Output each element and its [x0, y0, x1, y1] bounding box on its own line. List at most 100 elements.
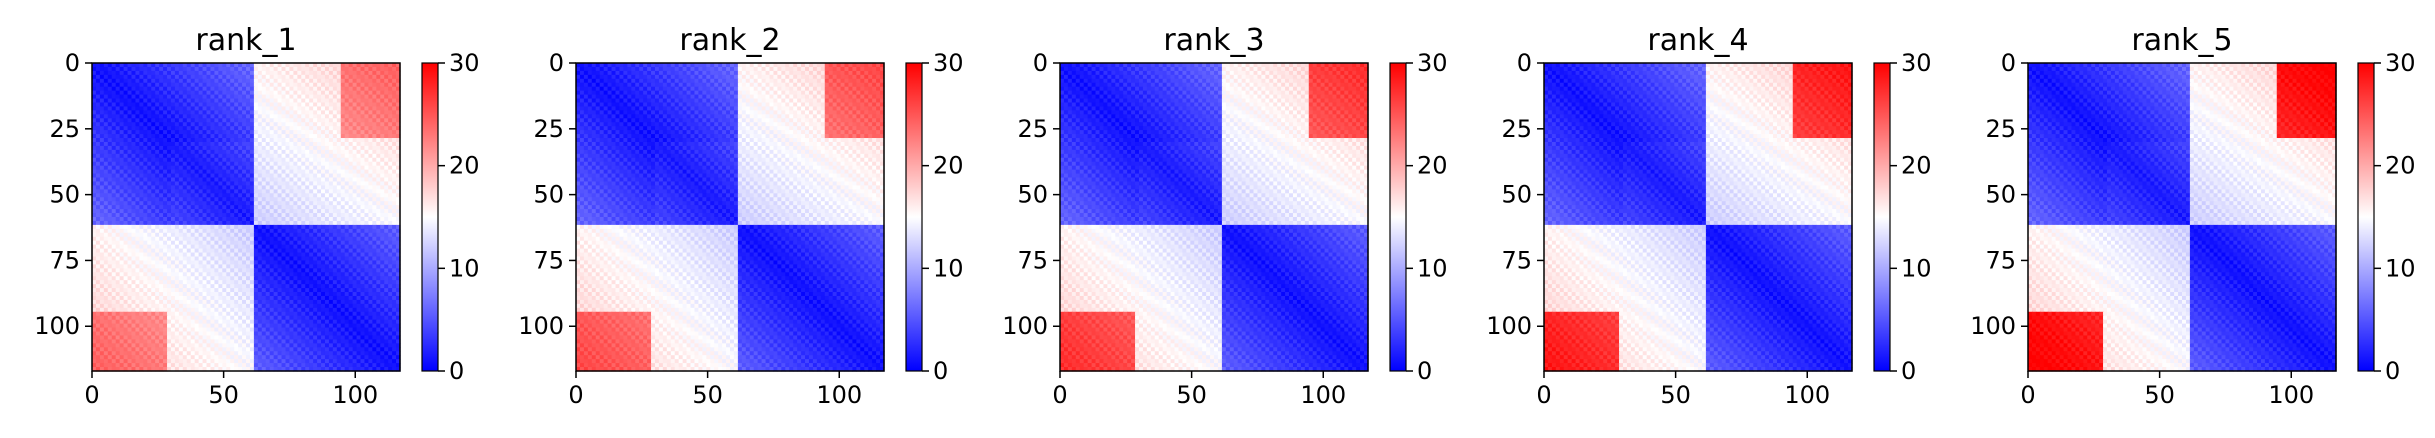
- heatmap-cell: [199, 185, 204, 190]
- heatmap-cell: [175, 99, 180, 104]
- heatmap-cell: [147, 181, 152, 186]
- heatmap-cell: [159, 213, 164, 218]
- heatmap-cell: [258, 130, 263, 135]
- heatmap-cell: [345, 284, 350, 289]
- heatmap-cell: [278, 75, 283, 80]
- heatmap-cell: [112, 221, 117, 226]
- heatmap-cell: [210, 134, 215, 139]
- heatmap-cell: [266, 174, 271, 179]
- heatmap-cell: [368, 146, 373, 151]
- heatmap-cell: [218, 276, 223, 281]
- heatmap-cell: [364, 158, 369, 163]
- heatmap-cell: [124, 126, 129, 131]
- heatmap-cell: [357, 154, 362, 159]
- heatmap-cell: [147, 122, 152, 127]
- heatmap-cell: [278, 134, 283, 139]
- heatmap-cell: [301, 87, 306, 92]
- heatmap-cell: [368, 193, 373, 198]
- heatmap-cell: [392, 178, 397, 183]
- heatmap-cell: [254, 110, 259, 115]
- heatmap-cell: [297, 99, 302, 104]
- heatmap-cell: [210, 217, 215, 222]
- heatmap-cell: [135, 217, 140, 222]
- heatmap-cell: [222, 209, 227, 214]
- heatmap-cell: [159, 201, 164, 206]
- heatmap-cell: [222, 181, 227, 186]
- heatmap-cell: [250, 221, 255, 226]
- heatmap-cell: [143, 217, 148, 222]
- heatmap-cell: [167, 146, 172, 151]
- heatmap-cell: [250, 106, 255, 111]
- heatmap-cell: [254, 75, 259, 80]
- heatmap-cell: [254, 67, 259, 72]
- heatmap-cell: [368, 170, 373, 175]
- heatmap-cell: [234, 292, 239, 297]
- heatmap-cell: [368, 197, 373, 202]
- heatmap-cell: [171, 178, 176, 183]
- heatmap-cell: [128, 272, 133, 277]
- heatmap-cell: [258, 99, 263, 104]
- heatmap-cell: [143, 209, 148, 214]
- heatmap-cell: [345, 166, 350, 171]
- heatmap-cell: [163, 181, 168, 186]
- heatmap-cell: [357, 99, 362, 104]
- heatmap-cell: [361, 75, 366, 80]
- heatmap-cell: [309, 268, 314, 273]
- heatmap-cell: [187, 71, 192, 76]
- heatmap-cell: [313, 170, 318, 175]
- heatmap-cell: [175, 87, 180, 92]
- heatmap-cell: [155, 245, 160, 250]
- heatmap-cell: [112, 197, 117, 202]
- heatmap-cell: [199, 237, 204, 242]
- heatmap-cell: [187, 99, 192, 104]
- heatmap-cell: [238, 154, 243, 159]
- heatmap-cell: [313, 114, 318, 119]
- heatmap-cell: [183, 83, 188, 88]
- heatmap-cell: [293, 146, 298, 151]
- heatmap-cell: [313, 256, 318, 261]
- heatmap-cell: [313, 241, 318, 246]
- heatmap-cell: [270, 181, 275, 186]
- heatmap-cell: [301, 178, 306, 183]
- heatmap-cell: [167, 296, 172, 301]
- heatmap-cell: [333, 260, 338, 265]
- heatmap-cell: [199, 225, 204, 230]
- heatmap-cell: [329, 288, 334, 293]
- heatmap-cell: [100, 256, 105, 261]
- heatmap-cell: [120, 209, 125, 214]
- heatmap-cell: [214, 178, 219, 183]
- heatmap-cell: [289, 174, 294, 179]
- heatmap-cell: [207, 225, 212, 230]
- heatmap-cell: [120, 197, 125, 202]
- heatmap-cell: [392, 181, 397, 186]
- heatmap-cell: [309, 134, 314, 139]
- heatmap-cell: [349, 217, 354, 222]
- heatmap-cell: [155, 249, 160, 254]
- heatmap-cell: [274, 260, 279, 265]
- heatmap-cell: [151, 79, 156, 84]
- heatmap-cell: [214, 138, 219, 143]
- heatmap-cell: [120, 225, 125, 230]
- heatmap-cell: [337, 229, 342, 234]
- heatmap-cell: [147, 102, 152, 107]
- heatmap-cell: [183, 229, 188, 234]
- heatmap-cell: [238, 253, 243, 258]
- heatmap-cell: [380, 138, 385, 143]
- heatmap-cell: [100, 288, 105, 293]
- heatmap-cell: [258, 146, 263, 151]
- heatmap-cell: [349, 201, 354, 206]
- heatmap-cell: [155, 217, 160, 222]
- heatmap-cell: [124, 170, 129, 175]
- heatmap-cell: [226, 178, 231, 183]
- heatmap-cell: [100, 276, 105, 281]
- heatmap-cell: [207, 284, 212, 289]
- heatmap-cell: [325, 87, 330, 92]
- heatmap-cell: [289, 197, 294, 202]
- heatmap-cell: [159, 110, 164, 115]
- heatmap-cell: [104, 99, 109, 104]
- heatmap-cell: [313, 181, 318, 186]
- heatmap-cell: [266, 106, 271, 111]
- heatmap-cell: [388, 142, 393, 147]
- heatmap-cell: [364, 99, 369, 104]
- heatmap-cell: [218, 189, 223, 194]
